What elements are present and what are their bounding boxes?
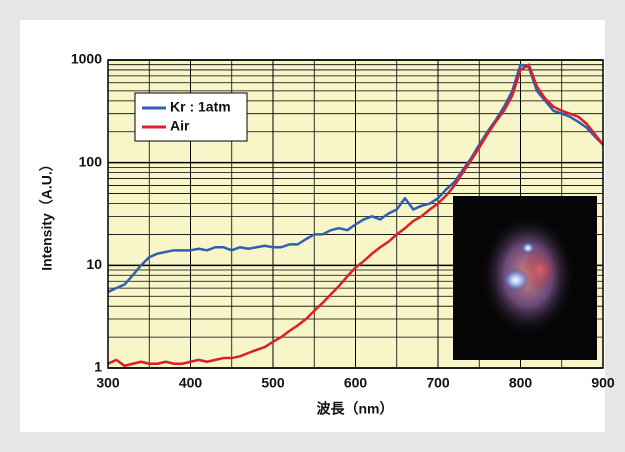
inset-photo: [453, 196, 597, 360]
x-tick-label: 400: [179, 375, 203, 391]
plasma-spot: [521, 242, 535, 254]
legend: Kr : 1atm Air: [135, 93, 247, 141]
chart: Kr : 1atm Air 波長（nm） Intensity（A.U.） 1 10…: [0, 0, 625, 452]
y-tick-label: 1: [94, 359, 102, 375]
x-tick-label: 900: [591, 375, 615, 391]
legend-label: Air: [170, 118, 190, 134]
x-tick-label: 700: [426, 375, 450, 391]
x-axis-label: 波長（nm）: [317, 401, 394, 417]
x-tick-label: 300: [96, 375, 120, 391]
y-axis-label: Intensity（A.U.）: [39, 157, 55, 271]
x-tick-label: 500: [261, 375, 285, 391]
x-tick-label: 800: [509, 375, 533, 391]
y-tick-label: 1000: [71, 51, 102, 67]
y-tick-label: 100: [79, 153, 103, 169]
page: Kr : 1atm Air 波長（nm） Intensity（A.U.） 1 10…: [0, 0, 625, 452]
legend-label: Kr : 1atm: [170, 99, 231, 115]
x-tick-label: 600: [344, 375, 368, 391]
plasma-spot: [502, 268, 530, 292]
y-tick-label: 10: [86, 256, 102, 272]
